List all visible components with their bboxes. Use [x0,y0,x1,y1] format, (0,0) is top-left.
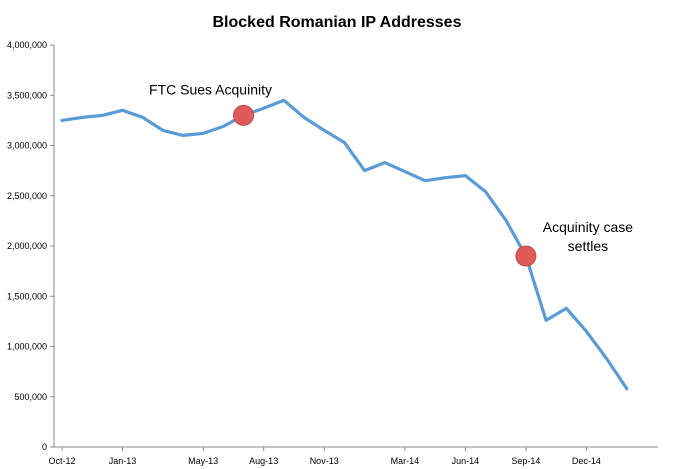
series-line [60,98,629,391]
x-tick-label: Jan-13 [109,456,137,466]
x-tick-label: Dec-14 [572,456,601,466]
x-tick-label: May-13 [188,456,218,466]
y-tick-label: 1,500,000 [7,291,47,301]
y-tick-label: 1,000,000 [7,342,47,352]
x-tick-label: Mar-14 [391,456,420,466]
x-tick-label: Sep-14 [511,456,540,466]
x-tick-group: Oct-12 Jan-13 May-13 Aug-13 Nov-13 Mar-14 Jun-… [48,447,601,466]
x-tick-label: Nov-13 [310,456,339,466]
x-tick-label: Jun-14 [452,456,480,466]
y-tick-label: 4,000,000 [7,40,47,50]
y-tick-label: 0 [42,442,47,452]
annotation-label: Acquinity case [543,219,633,235]
annotation-marker [233,104,255,126]
y-tick-label: 2,000,000 [7,241,47,251]
annotation-marker [515,245,537,267]
annotation-label: FTC Sues Acquinity [149,81,272,97]
annotation-group: FTC Sues Acquinity Acquinity case settles [149,81,633,267]
annotation-label: settles [568,238,608,254]
y-tick-label: 2,500,000 [7,191,47,201]
y-tick-label: 3,000,000 [7,141,47,151]
y-tick-group: 0 500,000 1,000,000 1,500,000 2,000,000 2,500… [7,40,54,452]
chart-title: Blocked Romanian IP Addresses [213,14,462,31]
y-tick-label: 500,000 [14,392,47,402]
x-tick-label: Aug-13 [249,456,278,466]
x-tick-label: Oct-12 [48,456,75,466]
y-tick-label: 3,500,000 [7,90,47,100]
